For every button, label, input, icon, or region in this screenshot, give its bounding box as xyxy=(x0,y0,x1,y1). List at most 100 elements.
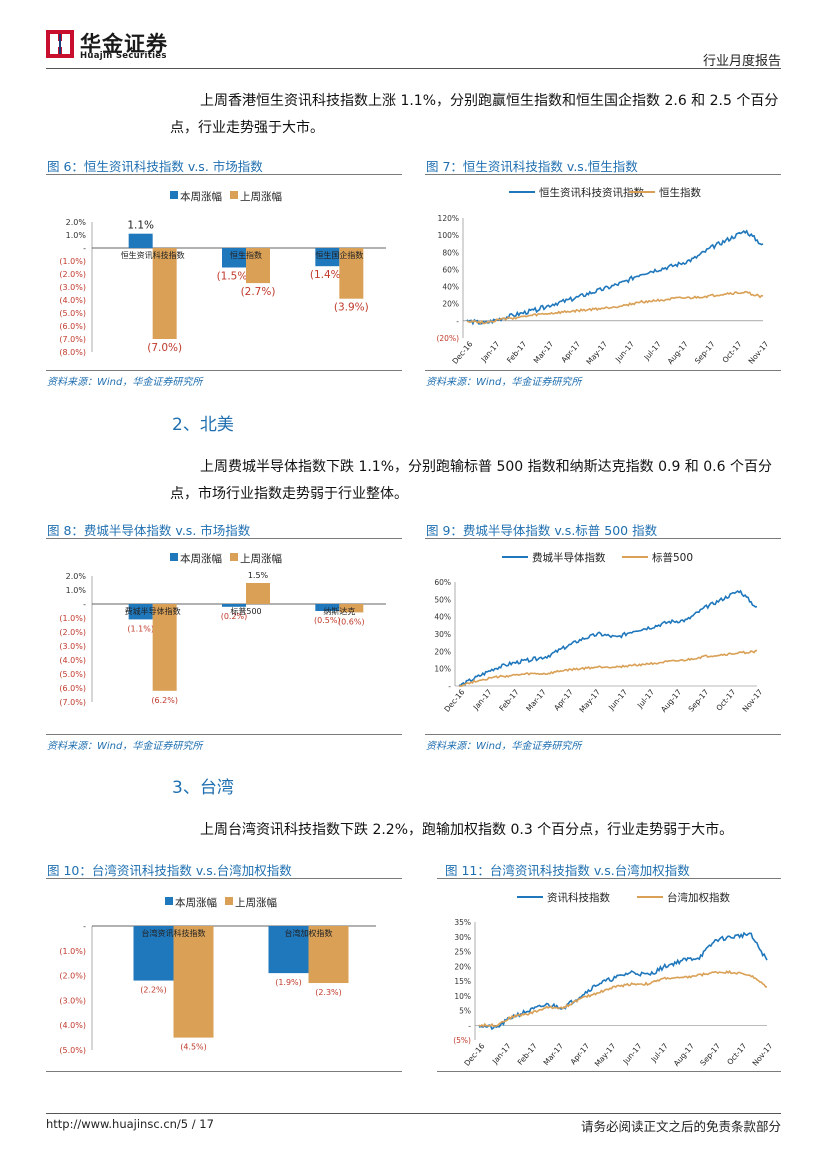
bar-1 xyxy=(152,248,177,339)
x-tick-label: Jun-17 xyxy=(606,687,629,712)
x-tick-label: May-17 xyxy=(577,687,602,714)
data-label: 1.1% xyxy=(127,220,154,232)
category-label: 恒生指数 xyxy=(230,250,262,260)
series-line-1 xyxy=(478,969,767,1028)
x-tick-label: Sep-17 xyxy=(686,687,710,713)
y-tick-label: 40% xyxy=(434,613,451,622)
figure-10-title: 图 10：台湾资讯科技指数 v.s.台湾加权指数 xyxy=(47,863,292,878)
bar-1 xyxy=(173,926,214,1038)
y-tick-label: (4.0%) xyxy=(59,1021,86,1030)
y-tick-label: (4.0%) xyxy=(59,296,86,305)
data-label: (0.5%) xyxy=(314,616,341,625)
section-taiwan: 3、台湾 xyxy=(172,778,234,798)
x-tick-label: Feb-17 xyxy=(516,1041,539,1067)
series-line-0 xyxy=(478,931,768,1031)
y-tick-label: 25% xyxy=(454,948,471,957)
y-tick-label: (7.0%) xyxy=(59,698,86,707)
legend-label-0: 本周涨幅 xyxy=(180,190,222,203)
y-tick-label: (3.0%) xyxy=(59,996,86,1005)
x-tick-label: Aug-17 xyxy=(672,1041,696,1068)
data-label: (1.5%) xyxy=(217,271,252,283)
x-tick-label: Dec-16 xyxy=(442,687,466,713)
x-tick-label: Jan-17 xyxy=(490,1041,513,1066)
paragraph-tw: 上周台湾资讯科技指数下跌 2.2%，跑输加权指数 0.3 个百分点，行业走势弱于… xyxy=(200,822,734,838)
y-tick-label: (1.0%) xyxy=(59,257,86,266)
x-tick-label: Dec-16 xyxy=(462,1041,486,1067)
y-tick-label: 30% xyxy=(434,630,451,639)
y-tick-label: (3.0%) xyxy=(59,283,86,292)
figure-7-rule xyxy=(425,174,781,175)
data-label: (2.2%) xyxy=(140,986,167,995)
bar-1 xyxy=(308,926,349,984)
footer-url-link[interactable]: http://www.huajinsc.cn/5 / 17 xyxy=(46,1117,214,1131)
series-line-0 xyxy=(458,589,758,687)
x-tick-label: Oct-17 xyxy=(714,687,737,712)
figure-9-source: 资料来源：Wind，华金证券研究所 xyxy=(426,741,582,752)
figure-6-title: 图 6：恒生资讯科技指数 v.s. 市场指数 xyxy=(47,159,263,174)
y-tick-label: 120% xyxy=(438,214,459,223)
figure-10-bottom-rule xyxy=(46,1071,402,1072)
category-label: 恒生资讯科技指数 xyxy=(121,250,185,260)
y-tick-label: - xyxy=(83,600,86,609)
logo-text-en: Huajin Securities xyxy=(80,51,167,61)
category-label: 标普500 xyxy=(230,606,261,616)
y-tick-label: (4.0%) xyxy=(59,656,86,665)
y-tick-label: 35% xyxy=(454,918,471,927)
category-label: 费城半导体指数 xyxy=(125,606,181,616)
legend-label-0: 费城半导体指数 xyxy=(532,551,606,564)
series-line-0 xyxy=(466,229,764,326)
y-tick-label: (5.0%) xyxy=(59,670,86,679)
legend-swatch-1 xyxy=(230,191,238,199)
x-tick-label: Jul-17 xyxy=(649,1041,670,1064)
section-north-america: 2、北美 xyxy=(172,415,234,435)
figure-11-title: 图 11：台湾资讯科技指数 v.s.台湾加权指数 xyxy=(445,863,690,878)
x-tick-label: Aug-17 xyxy=(659,687,683,714)
x-tick-label: Apr-17 xyxy=(552,687,575,712)
data-label: (1.4%) xyxy=(310,269,345,281)
figure-8-bottom-rule xyxy=(46,734,402,735)
legend-label-0: 恒生资讯科技资讯指数 xyxy=(539,186,644,199)
figure-9-bottom-rule xyxy=(425,734,781,735)
x-tick-label: Jun-17 xyxy=(613,339,636,364)
y-tick-label: 50% xyxy=(434,595,451,604)
y-tick-label: (5%) xyxy=(453,1036,471,1045)
category-label: 纳斯达克 xyxy=(323,606,355,616)
y-tick-label: 5% xyxy=(459,1007,471,1016)
x-tick-label: Sep-17 xyxy=(693,339,717,365)
figure-6-rule xyxy=(46,174,402,175)
legend-label-1: 恒生指数 xyxy=(659,186,701,199)
legend-swatch-0 xyxy=(165,897,173,905)
legend-label-1: 上周涨幅 xyxy=(240,190,282,203)
y-tick-label: 10% xyxy=(434,665,451,674)
x-tick-label: Oct-17 xyxy=(721,339,744,364)
data-label: (0.2%) xyxy=(221,612,248,621)
x-tick-label: Feb-17 xyxy=(497,687,520,713)
y-tick-label: 1.0% xyxy=(66,586,87,595)
legend-label-1: 上周涨幅 xyxy=(235,896,277,909)
x-tick-label: Nov-17 xyxy=(750,1041,774,1067)
y-tick-label: (5.0%) xyxy=(59,1046,86,1055)
data-label: (2.3%) xyxy=(315,988,342,997)
x-tick-label: Nov-17 xyxy=(740,687,764,713)
category-label: 恒生国企指数 xyxy=(315,250,363,260)
legend-label-0: 本周涨幅 xyxy=(175,896,217,909)
legend-label-0: 本周涨幅 xyxy=(180,552,222,565)
y-tick-label: 60% xyxy=(434,578,451,587)
figure-8-rule xyxy=(46,538,402,539)
x-tick-label: May-17 xyxy=(584,339,609,366)
x-tick-label: Apr-17 xyxy=(559,339,582,364)
x-tick-label: Dec-16 xyxy=(450,339,474,365)
x-tick-label: Mar-17 xyxy=(542,1041,566,1067)
data-label: (1.1%) xyxy=(127,624,154,633)
data-label: 1.5% xyxy=(248,571,269,580)
y-tick-label: (6.0%) xyxy=(59,322,86,331)
x-tick-label: Jun-17 xyxy=(621,1041,644,1066)
y-tick-label: (2.0%) xyxy=(59,628,86,637)
data-label: (1.9%) xyxy=(275,978,302,987)
footer-disclaimer: 请务必阅读正文之后的免责条款部分 xyxy=(580,1119,781,1134)
data-label: (3.9%) xyxy=(334,302,369,314)
data-label: (7.0%) xyxy=(147,342,182,354)
report-type: 行业月度报告 xyxy=(702,54,781,69)
figure-9-title: 图 9：费城半导体指数 v.s.标普 500 指数 xyxy=(426,523,658,538)
huajin-logo-icon xyxy=(46,30,74,58)
